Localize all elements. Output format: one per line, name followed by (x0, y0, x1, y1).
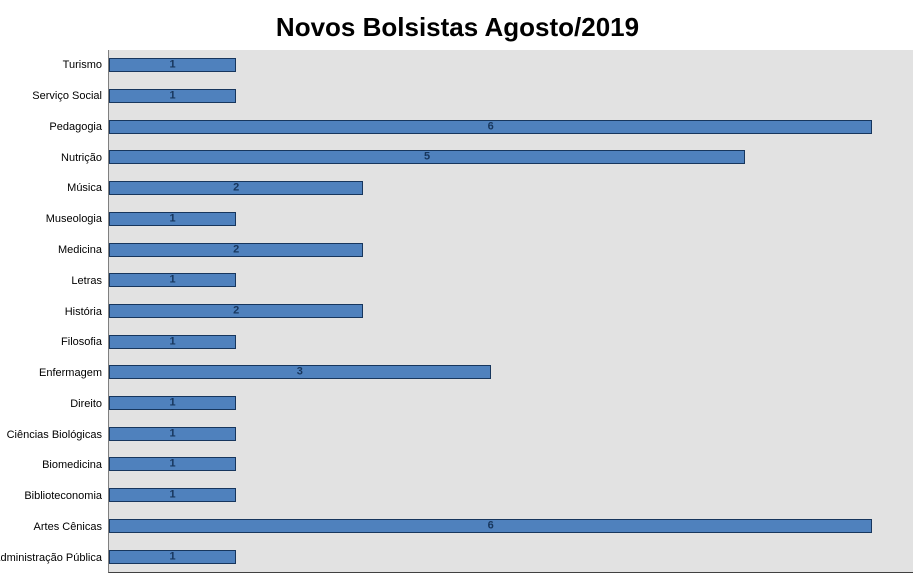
value-label: 2 (233, 243, 240, 256)
value-label: 1 (169, 335, 176, 348)
category-label: Medicina (57, 243, 102, 256)
bar: 2 (109, 303, 364, 318)
bar: 1 (109, 488, 237, 503)
value-label: 2 (233, 304, 240, 317)
chart-body: Turismo Serviço Social Pedagogia Nutrição Mú… (0, 50, 913, 573)
value-label: 1 (169, 89, 176, 102)
category-label: Administração Pública (0, 551, 102, 564)
bar: 6 (109, 119, 873, 134)
category-label: Filosofia (61, 336, 102, 349)
bar-row: 5 (109, 142, 913, 173)
bar-row: 1 (109, 449, 913, 480)
chart-title: Novos Bolsistas Agosto/2019 (275, 12, 640, 42)
value-label: 1 (169, 212, 176, 225)
bar: 2 (109, 242, 364, 257)
bar: 1 (109, 211, 237, 226)
category-label: Biblioteconomia (24, 490, 102, 503)
bar: 5 (109, 150, 746, 165)
category-label: Ciências Biológicas (6, 428, 102, 441)
category-label: Letras (71, 274, 102, 287)
bar-row: 6 (109, 511, 913, 542)
bar: 1 (109, 426, 237, 441)
bar-row: 1 (109, 418, 913, 449)
value-label: 3 (296, 365, 303, 378)
bar: 1 (109, 58, 237, 73)
category-label: Nutrição (61, 151, 102, 164)
bar-row: 1 (109, 81, 913, 112)
category-label: História (64, 305, 102, 318)
bar-row: 6 (109, 111, 913, 142)
value-label: 1 (169, 488, 176, 501)
bar-row: 1 (109, 265, 913, 296)
bar-row: 1 (109, 326, 913, 357)
value-label: 1 (169, 427, 176, 440)
category-label: Museologia (45, 213, 102, 226)
bar: 1 (109, 334, 237, 349)
value-label: 5 (423, 150, 431, 163)
category-label: Biomedicina (42, 459, 102, 472)
bar-row: 2 (109, 173, 913, 204)
category-label: Pedagogia (49, 120, 102, 133)
bar-row: 1 (109, 541, 913, 572)
bar: 1 (109, 89, 237, 104)
value-label: 1 (169, 58, 176, 71)
value-label: 6 (487, 120, 494, 133)
bar: 2 (109, 181, 364, 196)
bar: 1 (109, 396, 237, 411)
value-label: 1 (169, 396, 176, 409)
value-label: 1 (169, 550, 176, 563)
category-label: Música (67, 182, 102, 195)
category-label: Artes Cênicas (33, 520, 102, 533)
value-label: 6 (487, 519, 494, 532)
bar-row: 2 (109, 234, 913, 265)
bar-row: 1 (109, 388, 913, 419)
bar-row: 2 (109, 296, 913, 327)
value-label: 1 (169, 457, 176, 470)
bar: 1 (109, 273, 237, 288)
bar: 1 (109, 549, 237, 564)
bar: 6 (109, 518, 873, 533)
category-label: Enfermagem (39, 367, 102, 380)
bar-row: 1 (109, 480, 913, 511)
category-label: Turismo (62, 59, 102, 72)
value-label: 1 (169, 273, 176, 286)
category-label: Serviço Social (32, 90, 102, 103)
bar: 3 (109, 365, 491, 380)
bar-row: 3 (109, 357, 913, 388)
category-labels: Turismo Serviço Social Pedagogia Nutrição Mú… (0, 50, 108, 573)
bar-row: 1 (109, 204, 913, 235)
category-label: Direito (70, 397, 102, 410)
bar-row: 1 (109, 50, 913, 81)
value-label: 2 (233, 181, 240, 194)
bar: 1 (109, 457, 237, 472)
